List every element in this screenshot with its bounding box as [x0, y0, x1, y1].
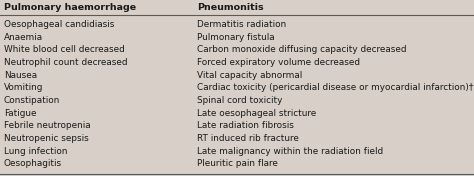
Text: Cardiac toxicity (pericardial disease or myocardial infarction)†: Cardiac toxicity (pericardial disease or…	[197, 83, 473, 92]
Text: Late malignancy within the radiation field: Late malignancy within the radiation fie…	[197, 147, 383, 156]
Text: Forced expiratory volume decreased: Forced expiratory volume decreased	[197, 58, 360, 67]
Text: Oesophagitis: Oesophagitis	[4, 159, 62, 168]
Text: Spinal cord toxicity: Spinal cord toxicity	[197, 96, 282, 105]
Text: Constipation: Constipation	[4, 96, 60, 105]
Text: RT induced rib fracture: RT induced rib fracture	[197, 134, 299, 143]
Text: Febrile neutropenia: Febrile neutropenia	[4, 121, 91, 130]
Text: Dermatitis radiation: Dermatitis radiation	[197, 20, 286, 29]
Text: Neutrophil count decreased: Neutrophil count decreased	[4, 58, 128, 67]
Text: Vomiting: Vomiting	[4, 83, 43, 92]
Text: Vital capacity abnormal: Vital capacity abnormal	[197, 71, 302, 80]
Text: Carbon monoxide diffusing capacity decreased: Carbon monoxide diffusing capacity decre…	[197, 45, 406, 54]
Text: Nausea: Nausea	[4, 71, 37, 80]
Text: Fatigue: Fatigue	[4, 109, 36, 118]
Text: Anaemia: Anaemia	[4, 33, 43, 42]
Text: Pleuritic pain flare: Pleuritic pain flare	[197, 159, 278, 168]
Text: Late oesophageal stricture: Late oesophageal stricture	[197, 109, 316, 118]
Text: Lung infection: Lung infection	[4, 147, 67, 156]
Text: Pneumonitis: Pneumonitis	[197, 3, 264, 12]
Text: Neutropenic sepsis: Neutropenic sepsis	[4, 134, 89, 143]
Text: Pulmonary fistula: Pulmonary fistula	[197, 33, 274, 42]
Text: Oesophageal candidiasis: Oesophageal candidiasis	[4, 20, 114, 29]
Text: White blood cell decreased: White blood cell decreased	[4, 45, 125, 54]
Text: Late radiation fibrosis: Late radiation fibrosis	[197, 121, 293, 130]
Text: Pulmonary haemorrhage: Pulmonary haemorrhage	[4, 3, 136, 12]
